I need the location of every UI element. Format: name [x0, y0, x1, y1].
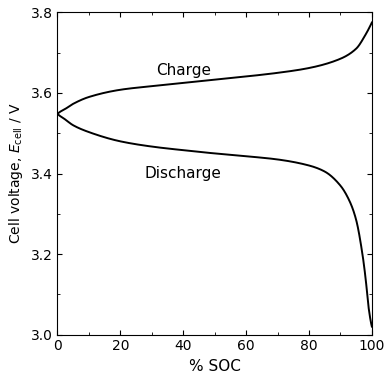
- X-axis label: % SOC: % SOC: [189, 359, 241, 374]
- Text: Charge: Charge: [156, 63, 211, 78]
- Y-axis label: Cell voltage, $E_{\mathrm{cell}}$ / V: Cell voltage, $E_{\mathrm{cell}}$ / V: [7, 102, 25, 245]
- Text: Discharge: Discharge: [145, 166, 221, 181]
